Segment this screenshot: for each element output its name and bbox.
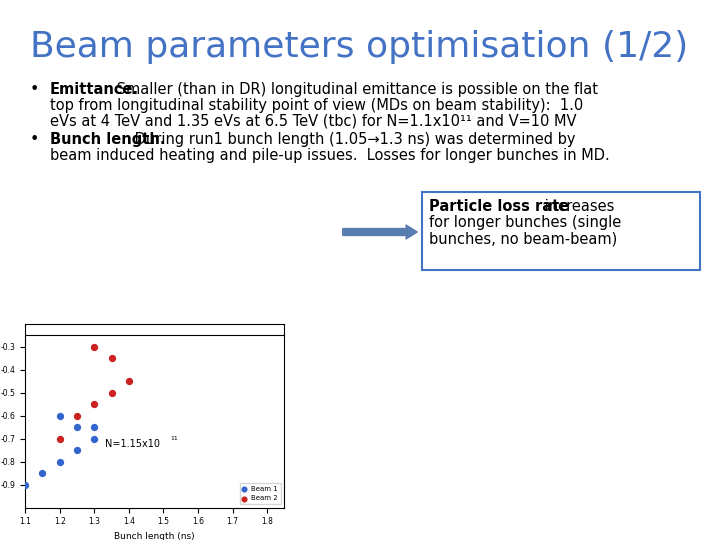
Beam 1 <box>54 457 66 466</box>
Text: beam induced heating and pile-up issues.  Losses for longer bunches in MD.: beam induced heating and pile-up issues.… <box>50 148 610 163</box>
Beam 2 <box>71 411 83 420</box>
FancyArrowPatch shape <box>343 225 417 239</box>
Beam 1 <box>71 423 83 431</box>
Beam 1 <box>54 411 66 420</box>
Text: Bunch length.: Bunch length. <box>50 132 166 147</box>
Text: Beam parameters optimisation (1/2): Beam parameters optimisation (1/2) <box>30 30 688 64</box>
Text: Particle loss rate: Particle loss rate <box>429 199 570 214</box>
Legend: Beam 1, Beam 2: Beam 1, Beam 2 <box>240 483 281 504</box>
Beam 2 <box>89 400 100 409</box>
Text: Smaller (than in DR) longitudinal emittance is possible on the flat: Smaller (than in DR) longitudinal emitta… <box>112 82 598 97</box>
Text: •: • <box>30 82 40 97</box>
Text: 11: 11 <box>171 436 178 441</box>
X-axis label: Bunch length (ns): Bunch length (ns) <box>114 532 195 540</box>
Text: N=1.15x10: N=1.15x10 <box>104 440 160 449</box>
Beam 2 <box>123 377 135 386</box>
Beam 2 <box>106 354 117 363</box>
Beam 1 <box>89 423 100 431</box>
Text: increases: increases <box>540 199 614 214</box>
Beam 1 <box>71 446 83 455</box>
Text: •: • <box>30 132 40 147</box>
Text: Emittance.: Emittance. <box>50 82 139 97</box>
Text: eVs at 4 TeV and 1.35 eVs at 6.5 TeV (tbc) for N=1.1x10¹¹ and V=10 MV: eVs at 4 TeV and 1.35 eVs at 6.5 TeV (tb… <box>50 114 577 129</box>
Text: During run1 bunch length (1.05→1.3 ns) was determined by: During run1 bunch length (1.05→1.3 ns) w… <box>130 132 575 147</box>
Beam 1 <box>37 469 48 477</box>
Text: for longer bunches (single: for longer bunches (single <box>429 215 621 230</box>
Beam 1 <box>89 434 100 443</box>
Beam 1 <box>19 481 31 489</box>
Text: top from longitudinal stability point of view (MDs on beam stability):  1.0: top from longitudinal stability point of… <box>50 98 583 113</box>
FancyBboxPatch shape <box>422 192 700 270</box>
Beam 2 <box>54 434 66 443</box>
Text: bunches, no beam-beam): bunches, no beam-beam) <box>429 231 617 246</box>
Beam 2 <box>89 343 100 352</box>
Beam 2 <box>106 389 117 397</box>
